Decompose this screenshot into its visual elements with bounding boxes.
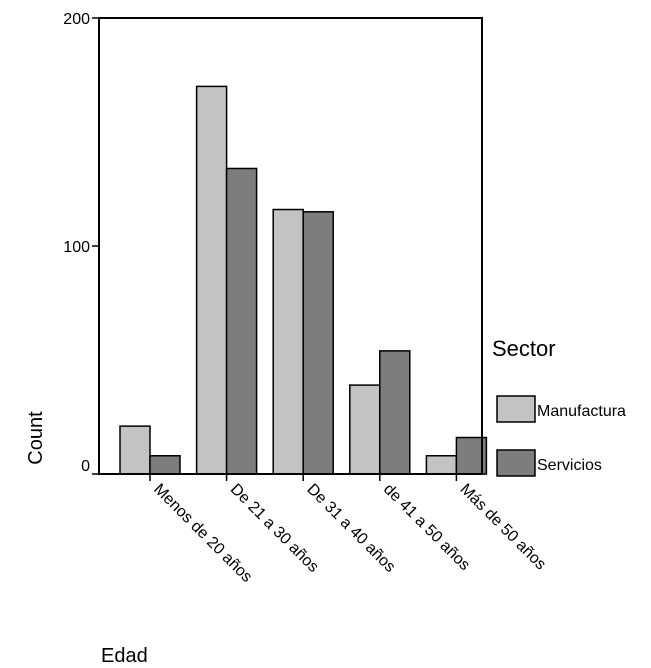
legend-label-manufactura: Manufactura — [537, 403, 626, 420]
bars — [119, 85, 488, 475]
y-tick-label: 200 — [63, 11, 90, 28]
y-tick-label: 100 — [63, 239, 90, 256]
bar-servicios-3 — [379, 350, 411, 475]
bar-servicios-1 — [225, 167, 258, 475]
bar-manufactura-3 — [349, 384, 381, 475]
bar-servicios-2 — [302, 211, 334, 475]
legend: Sector Manufactura Servicios — [492, 336, 626, 477]
legend-title: Sector — [492, 336, 556, 361]
bar-manufactura-2 — [272, 208, 304, 475]
y-axis-title: Count — [25, 411, 47, 465]
bar-manufactura-0 — [119, 425, 151, 475]
bar-manufactura-1 — [195, 85, 228, 475]
legend-swatch-manufactura — [496, 395, 536, 423]
legend-label-servicios: Servicios — [537, 457, 602, 474]
legend-swatch-servicios — [496, 449, 536, 477]
legend-items: Manufactura Servicios — [496, 395, 626, 477]
bar-manufactura-4 — [425, 455, 458, 475]
y-tick-label: 0 — [81, 458, 90, 475]
bar-servicios-0 — [149, 455, 181, 475]
x-axis-title: Edad — [101, 645, 148, 667]
y-axis-ticks: 0 100 200 — [63, 11, 99, 475]
